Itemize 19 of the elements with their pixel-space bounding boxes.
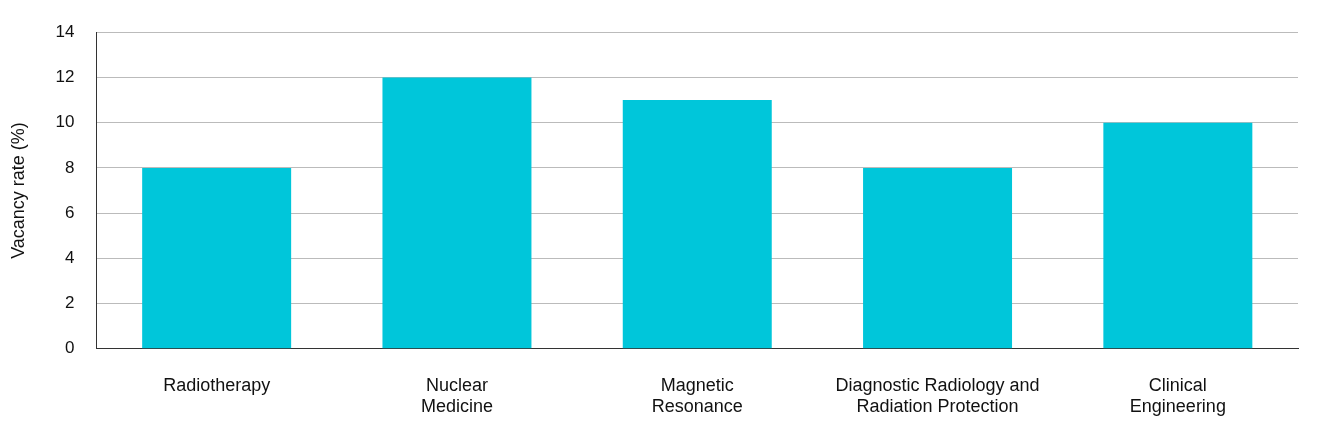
x-tick-label: Nuclear Medicine bbox=[420, 374, 493, 417]
y-axis-title: Vacancy rate (%) bbox=[7, 122, 28, 259]
bar bbox=[863, 167, 1013, 349]
bar bbox=[382, 77, 532, 349]
bar bbox=[1103, 122, 1253, 349]
y-tick-label: 8 bbox=[65, 157, 75, 177]
y-tick-label: 6 bbox=[65, 202, 75, 222]
bar bbox=[142, 167, 292, 349]
y-tick-label: 4 bbox=[65, 248, 75, 268]
x-tick-label: Clinical Engineering bbox=[1129, 374, 1226, 417]
x-tick-label: Diagnostic Radiology and Radiation Protection bbox=[835, 374, 1040, 417]
bar bbox=[622, 100, 772, 349]
y-tick-label: 12 bbox=[55, 67, 75, 87]
x-tick-label: Magnetic Resonance bbox=[651, 374, 743, 417]
y-tick-label: 0 bbox=[65, 338, 75, 358]
y-tick-label: 10 bbox=[55, 112, 75, 132]
y-tick-label: 2 bbox=[65, 293, 75, 313]
y-tick-label: 14 bbox=[55, 21, 75, 41]
x-tick-label: Radiotherapy bbox=[163, 374, 271, 395]
